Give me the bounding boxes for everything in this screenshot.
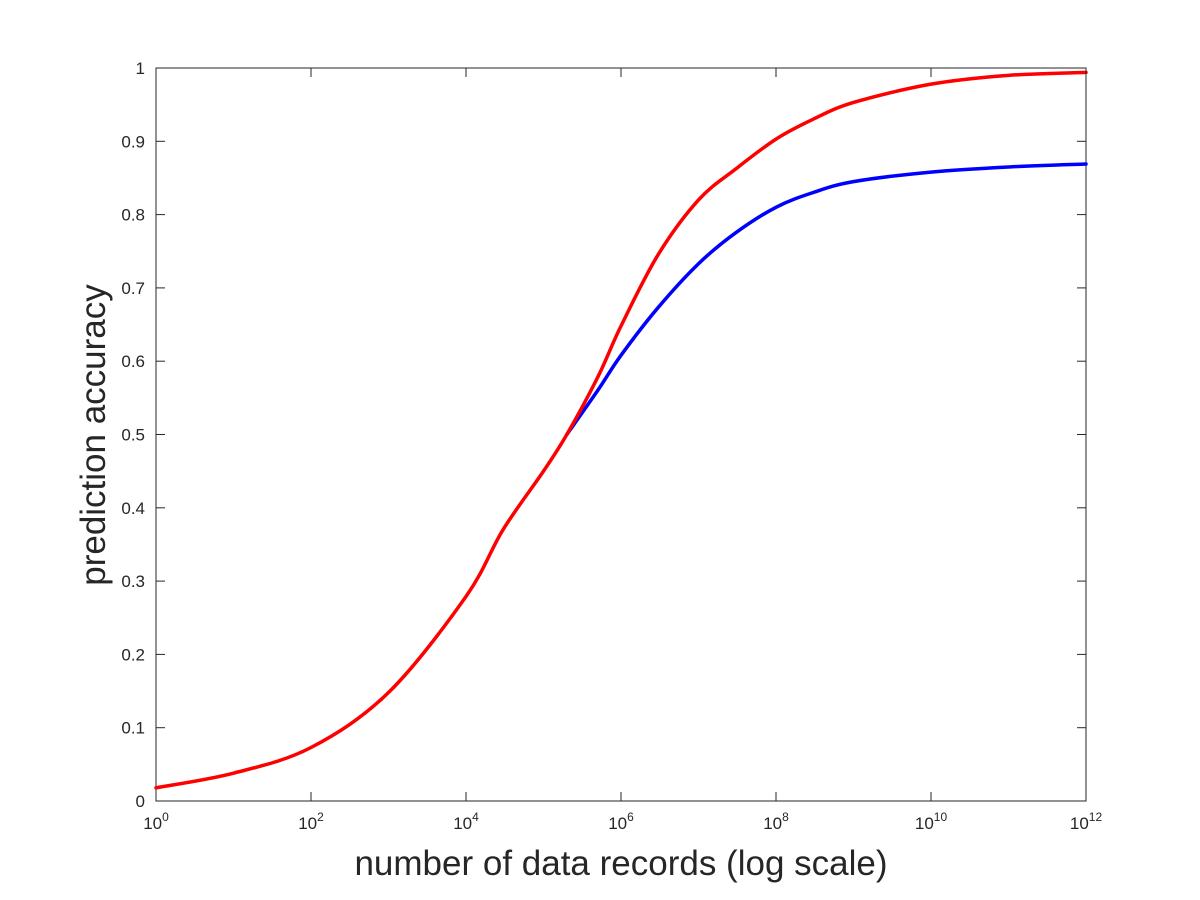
x-tick-label-exponent: 2: [317, 810, 324, 824]
x-tick-label-base: 10: [915, 814, 934, 833]
x-tick-label: 108: [763, 810, 789, 833]
x-tick-label: 1010: [915, 810, 948, 833]
plot-area: [155, 67, 1087, 802]
x-tick-label: 104: [453, 810, 479, 833]
y-tick-label: 0.6: [121, 352, 145, 371]
y-tick-label: 0.5: [121, 426, 145, 445]
y-tick-label: 0.3: [121, 572, 145, 591]
x-tick-label-exponent: 12: [1089, 810, 1103, 824]
x-tick-label: 100: [143, 810, 169, 833]
y-tick-label: 0.7: [121, 279, 145, 298]
x-tick-label-base: 10: [608, 814, 627, 833]
x-axis-title: number of data records (log scale): [354, 844, 887, 883]
series-layer: [154, 70, 1088, 790]
y-tick-label: 0.4: [121, 499, 145, 518]
x-tick-label-exponent: 10: [934, 810, 948, 824]
series-line-2: [154, 70, 1088, 790]
y-tick-label: 0.8: [121, 206, 145, 225]
x-tick-label-exponent: 0: [162, 810, 169, 824]
y-tick-label: 0.1: [121, 719, 145, 738]
x-tick-label: 102: [298, 810, 324, 833]
y-axis-title: prediction accuracy: [74, 284, 113, 586]
x-tick-label-base: 10: [298, 814, 317, 833]
x-tick-label: 1012: [1070, 810, 1103, 833]
x-tick-label: 106: [608, 810, 634, 833]
x-tick-label-base: 10: [453, 814, 472, 833]
x-tick-label-exponent: 6: [627, 810, 634, 824]
x-tick-label-base: 10: [143, 814, 162, 833]
x-tick-label-exponent: 4: [472, 810, 479, 824]
y-tick-label: 0.2: [121, 645, 145, 664]
y-tick-label: 1: [136, 59, 145, 78]
x-tick-label-base: 10: [1070, 814, 1089, 833]
y-tick-label: 0.9: [121, 132, 145, 151]
y-tick-label: 0: [136, 792, 145, 811]
x-tick-label-base: 10: [763, 814, 782, 833]
x-tick-label-exponent: 8: [782, 810, 789, 824]
series-line-1: [565, 162, 1088, 437]
